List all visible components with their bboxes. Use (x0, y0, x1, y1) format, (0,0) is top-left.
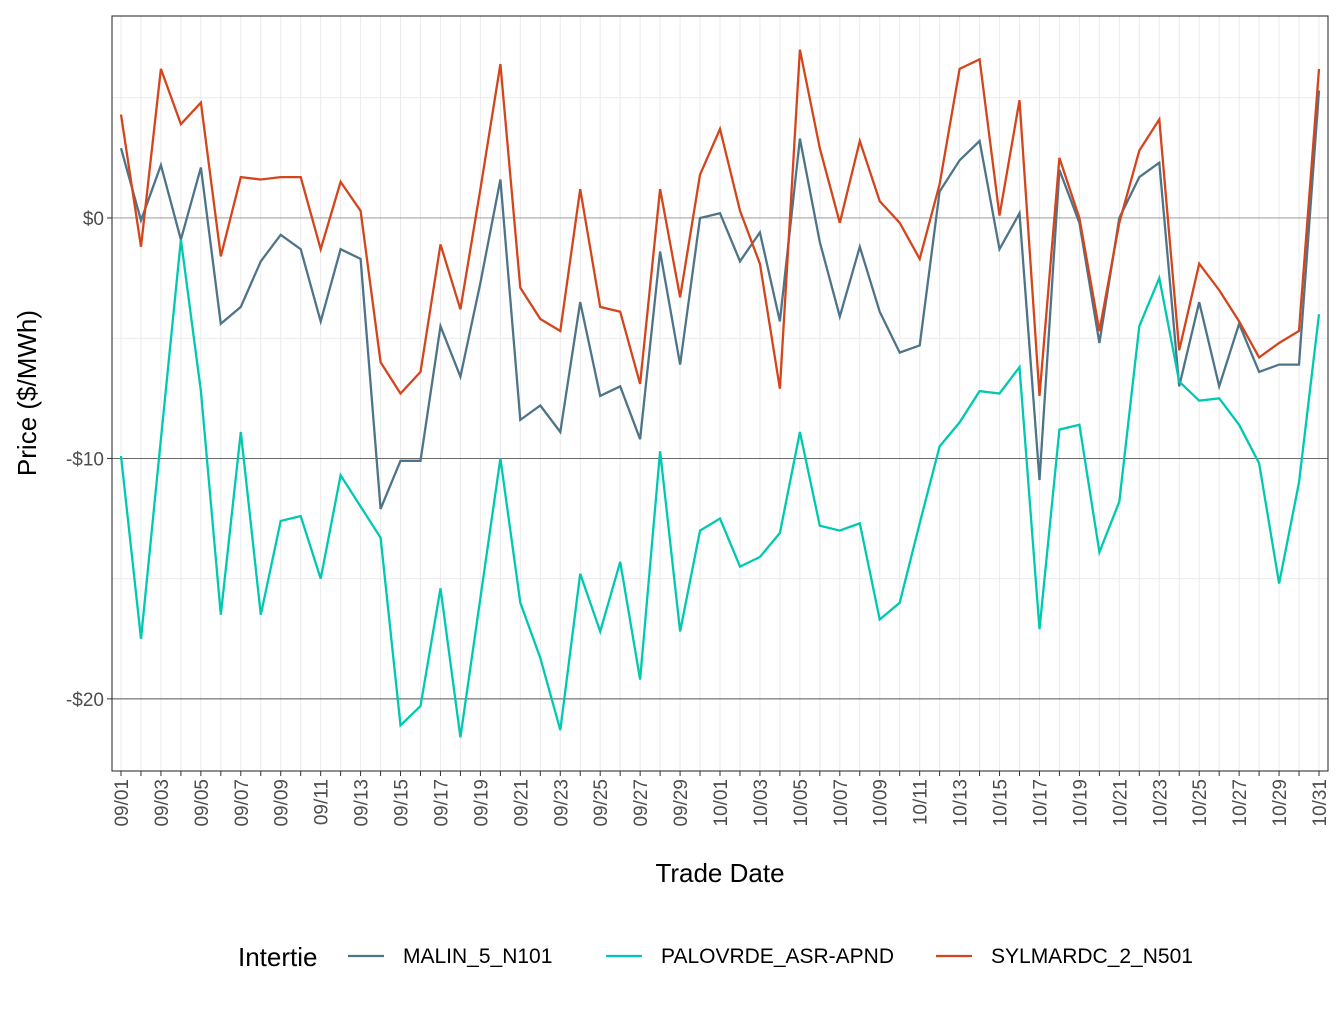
x-tick-label: 10/11 (911, 779, 932, 825)
x-tick-label: 09/05 (192, 779, 213, 827)
x-tick-label: 09/23 (551, 779, 572, 827)
y-axis-title: Price ($/MWh) (12, 310, 42, 476)
x-tick-label: 09/15 (392, 779, 413, 827)
y-tick-label: -$20 (66, 690, 104, 711)
x-tick-label: 09/25 (591, 779, 612, 827)
series-line-malin_5_n101 (119, 90, 1321, 510)
x-tick-label: 10/21 (1110, 779, 1131, 827)
x-tick-label: 10/03 (751, 779, 772, 827)
x-tick-label: 10/07 (831, 779, 852, 827)
x-tick-label: 09/07 (232, 779, 253, 827)
legend-title: Intertie (238, 942, 318, 972)
legend: Intertie MALIN_5_N101 PALOVRDE_ASR-APND SY… (238, 942, 1193, 972)
legend-label: MALIN_5_N101 (403, 945, 552, 968)
series-line-palovrde_asr-apnd (119, 239, 1321, 738)
x-axis: 09/01 09/03 09/05 09/07 09/09 09/11 09/13 09/15… (112, 771, 1331, 827)
x-tick-label: 09/01 (112, 779, 133, 827)
y-tick-label: $0 (83, 209, 104, 230)
y-axis: $0 -$10 -$20 (66, 209, 112, 711)
x-tick-label: 10/29 (1270, 779, 1291, 827)
x-axis-title: Trade Date (655, 858, 784, 888)
x-tick-label: 10/31 (1310, 779, 1331, 827)
x-tick-label: 10/01 (711, 779, 732, 827)
x-tick-label: 09/13 (352, 779, 373, 827)
grid (112, 16, 1328, 771)
x-tick-label: 10/23 (1150, 779, 1171, 827)
x-tick-label: 10/09 (871, 779, 892, 827)
x-tick-label: 09/03 (152, 779, 173, 827)
x-tick-label: 10/13 (951, 779, 972, 827)
x-tick-label: 10/05 (791, 779, 812, 827)
x-tick-label: 09/11 (312, 779, 333, 825)
legend-label: PALOVRDE_ASR-APND (661, 945, 894, 968)
x-tick-label: 09/21 (511, 779, 532, 827)
x-tick-label: 10/19 (1070, 779, 1091, 827)
x-tick-label: 09/29 (671, 779, 692, 827)
x-tick-label: 10/15 (991, 779, 1012, 827)
series-line-sylmardc_2_n501 (119, 49, 1321, 396)
series-lines (119, 49, 1321, 738)
x-tick-label: 09/09 (272, 779, 293, 827)
x-tick-label: 10/25 (1190, 779, 1211, 827)
x-tick-label: 10/27 (1230, 779, 1251, 827)
x-tick-label: 09/17 (431, 779, 452, 827)
y-tick-label: -$10 (66, 449, 104, 470)
x-tick-label: 09/27 (631, 779, 652, 827)
legend-label: SYLMARDC_2_N501 (991, 945, 1193, 968)
x-tick-label: 10/17 (1030, 779, 1051, 827)
x-tick-label: 09/19 (471, 779, 492, 827)
